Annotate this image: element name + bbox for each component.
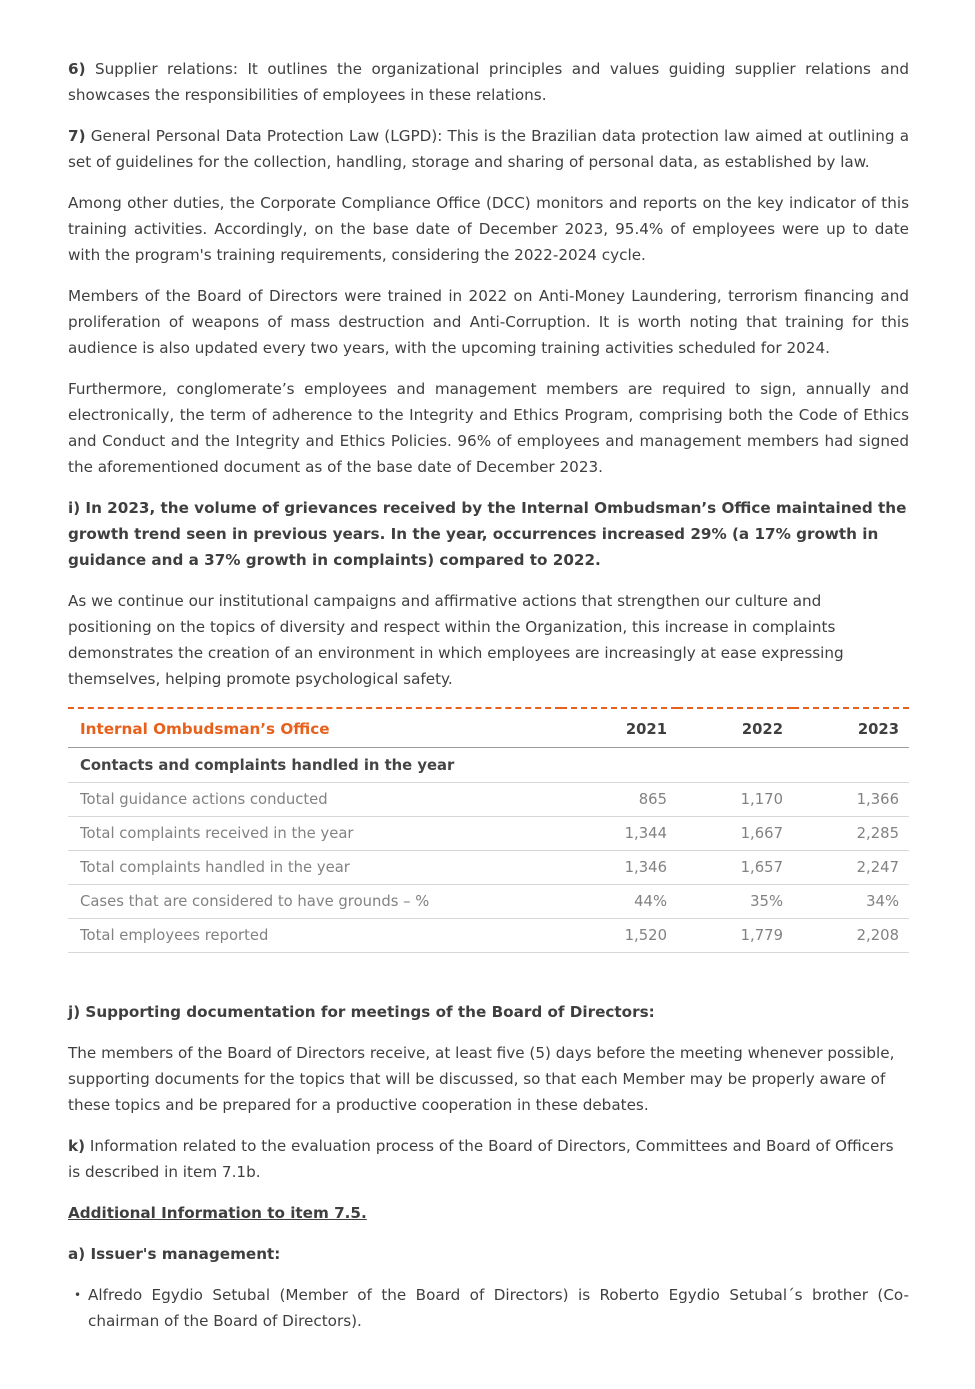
table-row-complaints-handled: Total complaints handled in the year 1,3…	[68, 850, 909, 885]
row-value-2022: 1,170	[677, 782, 793, 817]
paragraph-board-documents: The members of the Board of Directors re…	[68, 1044, 895, 1114]
paragraph-item-k: k) Information related to the evaluation…	[68, 1133, 909, 1185]
item-k-number: k)	[68, 1137, 86, 1155]
row-value-2023: 2,285	[793, 816, 909, 851]
item-7-text: General Personal Data Protection Law (LG…	[68, 127, 910, 171]
paragraph-item-6: 6) Supplier relations: It outlines the o…	[68, 56, 909, 108]
paragraph-compliance-office: Among other duties, the Corporate Compli…	[68, 194, 909, 264]
paragraph-item-7: 7) General Personal Data Protection Law …	[68, 123, 909, 175]
row-label: Total complaints handled in the year	[68, 850, 561, 885]
table-row-cases-with-grounds: Cases that are considered to have ground…	[68, 884, 909, 919]
row-value-2021: 1,346	[561, 850, 677, 885]
bullet-item-setubal: • Alfredo Egydio Setubal (Member of the …	[68, 1282, 909, 1334]
table-row-employees-reported: Total employees reported 1,520 1,779 2,2…	[68, 918, 909, 953]
paragraph-board-training: Members of the Board of Directors were t…	[68, 287, 909, 357]
row-label: Total complaints received in the year	[68, 816, 561, 851]
paragraph-item-i-grievances: i) In 2023, the volume of grievances rec…	[68, 499, 907, 569]
paragraph-adherence-term: Furthermore, conglomerate’s employees an…	[68, 380, 909, 476]
row-value-2021: 44%	[561, 884, 677, 919]
bullet-text: Alfredo Egydio Setubal (Member of the Bo…	[88, 1286, 909, 1330]
item-6-text: Supplier relations: It outlines the orga…	[68, 60, 909, 104]
table-section-header: Contacts and complaints handled in the y…	[68, 747, 909, 783]
row-value-2021: 1,344	[561, 816, 677, 851]
table-year-2023: 2023	[793, 707, 909, 748]
item-7-number: 7)	[68, 127, 86, 145]
row-value-2021: 865	[561, 782, 677, 817]
row-label: Total guidance actions conducted	[68, 782, 561, 817]
row-value-2023: 1,366	[793, 782, 909, 817]
paragraph-campaigns: As we continue our institutional campaig…	[68, 592, 844, 688]
row-label: Cases that are considered to have ground…	[68, 884, 561, 919]
heading-item-j: j) Supporting documentation for meetings…	[68, 1003, 655, 1021]
row-value-2023: 34%	[793, 884, 909, 919]
table-section-header-row: Contacts and complaints handled in the y…	[68, 747, 909, 783]
table-year-2022: 2022	[677, 707, 793, 748]
row-value-2023: 2,247	[793, 850, 909, 885]
item-k-text: Information related to the evaluation pr…	[68, 1137, 894, 1181]
row-value-2022: 1,779	[677, 918, 793, 953]
item-6-number: 6)	[68, 60, 86, 78]
heading-item-a-issuers-management: a) Issuer's management:	[68, 1245, 281, 1263]
bullet-icon: •	[74, 1288, 82, 1302]
heading-additional-info-7-5: Additional Information to item 7.5.	[68, 1204, 367, 1222]
ombudsman-table: Internal Ombudsman’s Office 2021 2022 20…	[68, 707, 909, 953]
row-value-2022: 1,657	[677, 850, 793, 885]
table-row-guidance-actions: Total guidance actions conducted 865 1,1…	[68, 782, 909, 817]
table-year-2021: 2021	[561, 707, 677, 748]
ombudsman-table-container: Internal Ombudsman’s Office 2021 2022 20…	[68, 707, 909, 953]
row-value-2023: 2,208	[793, 918, 909, 953]
table-row-complaints-received: Total complaints received in the year 1,…	[68, 816, 909, 851]
row-value-2022: 35%	[677, 884, 793, 919]
document-page: 6) Supplier relations: It outlines the o…	[68, 56, 909, 1334]
row-value-2022: 1,667	[677, 816, 793, 851]
row-label: Total employees reported	[68, 918, 561, 953]
table-title-row: Internal Ombudsman’s Office 2021 2022 20…	[68, 707, 909, 748]
row-value-2021: 1,520	[561, 918, 677, 953]
table-title: Internal Ombudsman’s Office	[68, 707, 561, 748]
